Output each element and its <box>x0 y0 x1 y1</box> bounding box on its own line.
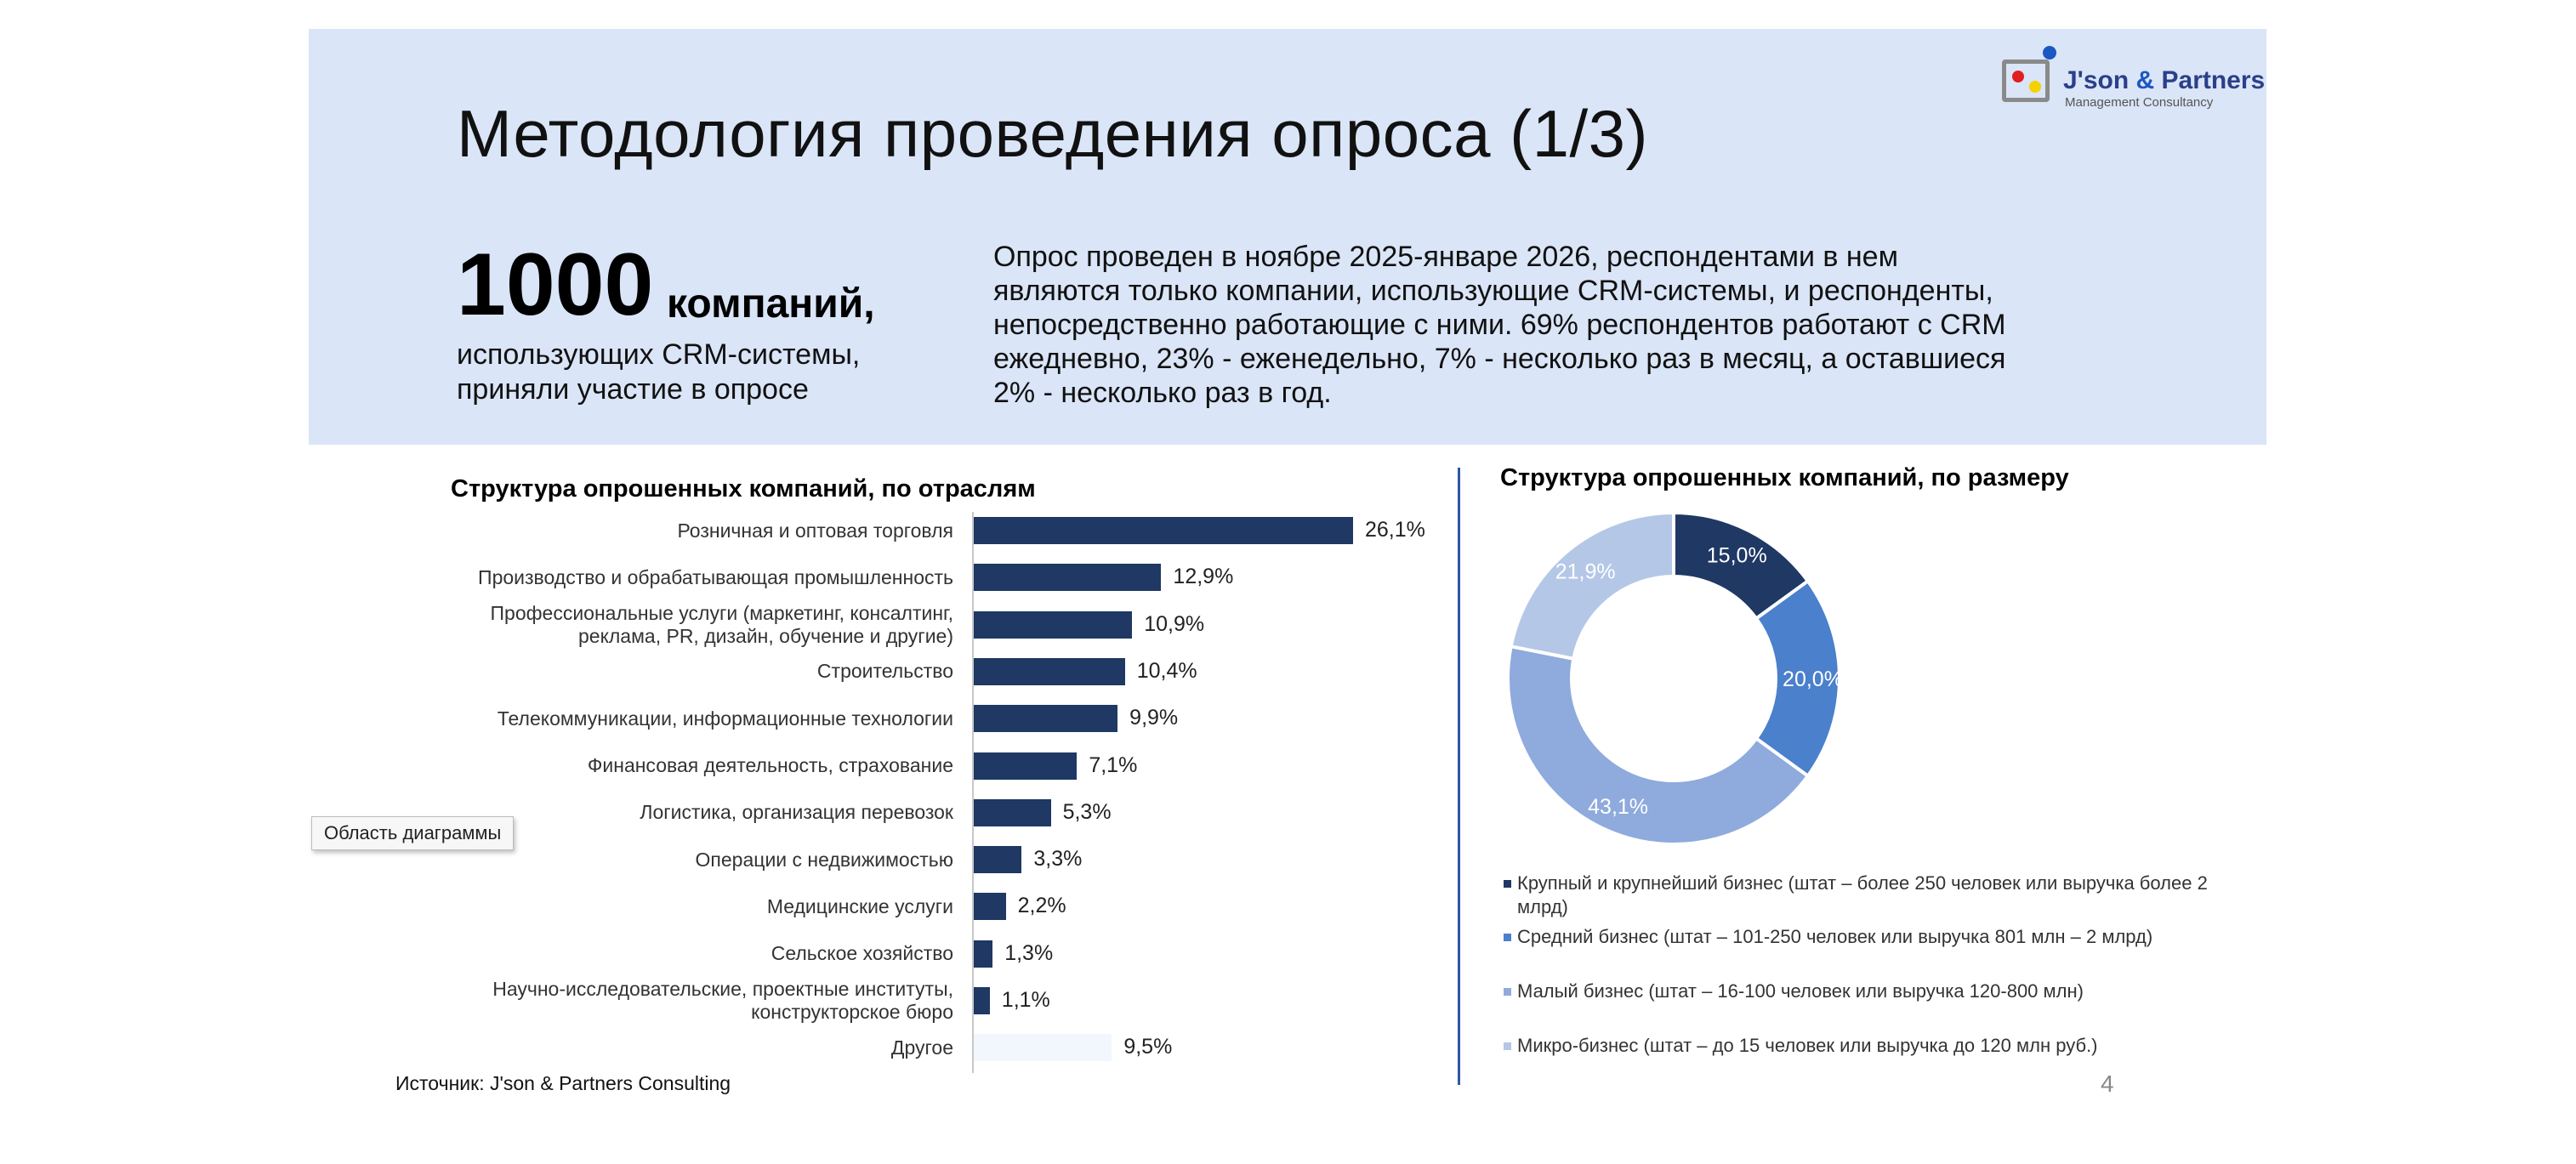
bar-category-label: Финансовая деятельность, страхование <box>587 754 953 776</box>
bar[interactable] <box>974 846 1022 874</box>
bar-category-label: Розничная и оптовая торговля <box>677 519 953 542</box>
logo-dot-blue-icon <box>2043 46 2056 60</box>
chart-area-tooltip: Область диаграммы <box>311 816 515 850</box>
logo-dot-yellow-icon <box>2029 81 2041 93</box>
legend-color-swatch <box>1504 1042 1511 1050</box>
bar[interactable] <box>974 517 1353 544</box>
source-note: Источник: J'son & Partners Consulting <box>395 1072 731 1094</box>
company-logo: J'son & Partners Management Consultancy <box>1993 43 2265 119</box>
donut-slice-label: 21,9% <box>1555 560 1616 584</box>
bar[interactable] <box>974 564 1162 592</box>
donut-slice-label: 20,0% <box>1783 667 1843 691</box>
bar-category-label: Научно-исследовательские, проектные инст… <box>492 978 953 1023</box>
bar-category-label: Другое <box>890 1036 953 1059</box>
bar-chart-axis <box>972 512 974 1073</box>
legend-text: Малый бизнес (штат – 16-100 человек или … <box>1517 980 2084 1002</box>
bar[interactable] <box>974 1034 1112 1062</box>
legend-text: Крупный и крупнейший бизнес (штат – боле… <box>1517 872 2208 917</box>
legend-color-swatch <box>1504 934 1511 941</box>
bar-category-label: Профессиональные услуги (маркетинг, конс… <box>490 601 954 647</box>
bar-value-label: 3,3% <box>1033 847 1083 872</box>
header-band <box>309 29 2266 445</box>
bar-value-label: 10,9% <box>1144 611 1205 636</box>
bar-value-label: 10,4% <box>1136 658 1197 683</box>
donut-slice[interactable] <box>1754 578 1841 779</box>
bar-category-label: Медицинские услуги <box>766 894 953 917</box>
bar[interactable] <box>974 893 1006 921</box>
bar-value-label: 1,1% <box>1001 988 1050 1012</box>
bar-category-label: Телекоммуникации, информационные техноло… <box>497 707 953 730</box>
bar-category-label: Сельское хозяйство <box>771 942 953 965</box>
donut-slice-label: 43,1% <box>1588 795 1648 819</box>
logo-name: J'son & Partners <box>2063 66 2266 94</box>
survey-description: Опрос проведен в ноябре 2025-январе 2026… <box>993 241 2006 409</box>
bar[interactable] <box>974 752 1078 780</box>
legend-color-swatch <box>1504 880 1511 888</box>
legend-text: Микро-бизнес (штат – до 15 человек или в… <box>1517 1035 2098 1056</box>
size-chart-title: Структура опрошенных компаний, по размер… <box>1500 464 2069 491</box>
bar[interactable] <box>974 940 993 968</box>
bar-value-label: 2,2% <box>1017 894 1066 918</box>
stat-word: компаний, <box>667 281 875 326</box>
bar-category-label: Логистика, организация перевозок <box>640 801 953 824</box>
bar-value-label: 12,9% <box>1173 565 1234 589</box>
donut-slice-label: 15,0% <box>1707 543 1767 567</box>
bar[interactable] <box>974 798 1051 826</box>
bar-value-label: 1,3% <box>1004 940 1054 965</box>
bar-category-label: Производство и обрабатывающая промышленн… <box>478 565 953 588</box>
legend-color-swatch <box>1504 988 1511 996</box>
donut-slice[interactable] <box>1506 644 1811 846</box>
page-number: 4 <box>2101 1070 2114 1097</box>
bar[interactable] <box>974 705 1118 733</box>
bar[interactable] <box>974 657 1125 685</box>
bar-category-label: Операции с недвижимостью <box>695 848 953 871</box>
bar-value-label: 9,9% <box>1129 706 1179 730</box>
donut-slice[interactable] <box>1509 510 1675 661</box>
bar-value-label: 5,3% <box>1062 799 1112 824</box>
bar[interactable] <box>974 610 1133 639</box>
logo-subtitle: Management Consultancy <box>2065 95 2214 110</box>
bar-value-label: 9,5% <box>1123 1035 1173 1059</box>
bar-value-label: 7,1% <box>1089 752 1138 777</box>
logo-frame-icon <box>2002 60 2050 102</box>
bar-category-label: Строительство <box>816 660 953 683</box>
page-title: Методология проведения опроса (1/3) <box>457 96 1649 171</box>
legend-text: Средний бизнес (штат – 101-250 человек и… <box>1517 926 2153 947</box>
stat-number: 1000 <box>457 236 654 334</box>
stat-caption: использующих CRM-системы, приняли участи… <box>457 338 861 406</box>
size-donut-chart[interactable]: 15,0% 20,0% 43,1% 21,9% <box>1480 502 1871 867</box>
logo-dot-red-icon <box>2012 71 2024 82</box>
vertical-divider <box>1458 468 1460 1085</box>
bar[interactable] <box>974 987 990 1014</box>
bar-value-label: 26,1% <box>1365 518 1425 542</box>
industry-chart-title: Структура опрошенных компаний, по отрасл… <box>451 475 1036 503</box>
